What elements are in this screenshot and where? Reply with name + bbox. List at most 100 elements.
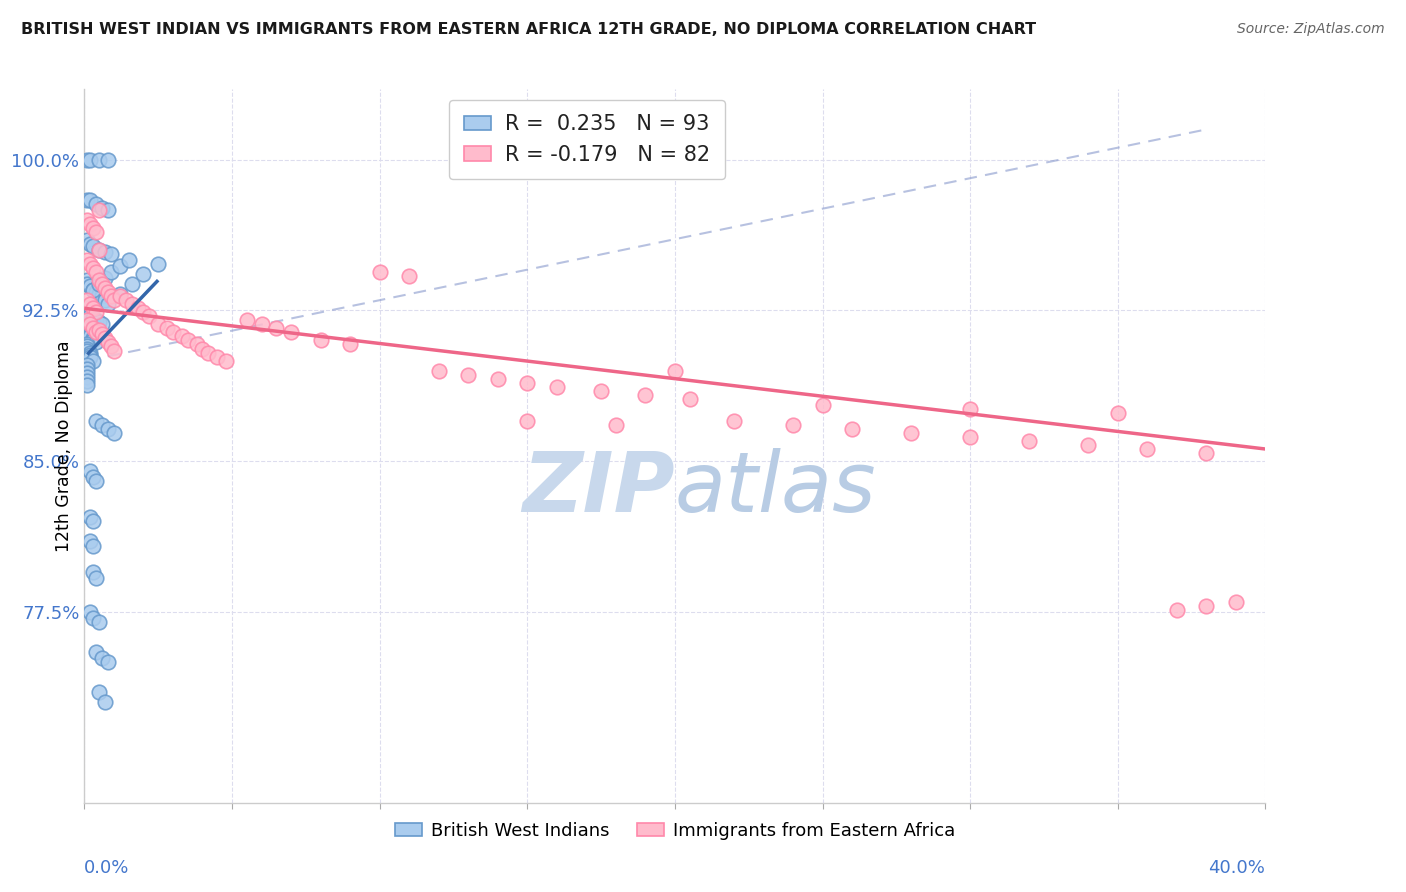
Point — [91, 201, 114, 215]
Point — [82, 220, 104, 235]
Point — [100, 265, 122, 279]
Point — [79, 193, 101, 207]
Point — [94, 331, 117, 345]
Point — [79, 257, 101, 271]
Point — [79, 279, 101, 293]
Point — [841, 422, 863, 436]
Point — [79, 217, 101, 231]
Point — [79, 318, 101, 332]
Point — [84, 645, 107, 659]
Point — [82, 611, 104, 625]
Point — [79, 329, 101, 343]
Point — [91, 277, 114, 292]
Point — [76, 305, 98, 319]
Point — [959, 401, 981, 416]
Text: 40.0%: 40.0% — [1209, 859, 1265, 877]
Point — [84, 571, 107, 585]
Point — [76, 153, 98, 167]
Point — [82, 311, 104, 326]
Point — [82, 470, 104, 484]
Text: atlas: atlas — [675, 449, 876, 529]
Point — [82, 331, 104, 345]
Point — [76, 321, 98, 335]
Point — [82, 283, 104, 297]
Point — [100, 339, 122, 353]
Point — [94, 245, 117, 260]
Point — [1195, 599, 1218, 613]
Point — [79, 297, 101, 311]
Point — [100, 289, 122, 303]
Point — [76, 193, 98, 207]
Point — [94, 281, 117, 295]
Point — [457, 368, 479, 382]
Point — [76, 301, 98, 316]
Point — [82, 539, 104, 553]
Point — [79, 350, 101, 364]
Point — [84, 326, 107, 340]
Point — [76, 233, 98, 247]
Point — [87, 685, 111, 699]
Point — [121, 277, 143, 292]
Point — [87, 273, 111, 287]
Point — [664, 363, 686, 377]
Point — [97, 285, 120, 300]
Text: BRITISH WEST INDIAN VS IMMIGRANTS FROM EASTERN AFRICA 12TH GRADE, NO DIPLOMA COR: BRITISH WEST INDIAN VS IMMIGRANTS FROM E… — [21, 22, 1036, 37]
Point — [79, 464, 101, 478]
Point — [170, 329, 193, 343]
Y-axis label: 12th Grade, No Diploma: 12th Grade, No Diploma — [55, 340, 73, 552]
Point — [94, 695, 117, 709]
Point — [1136, 442, 1159, 456]
Point — [97, 297, 120, 311]
Point — [76, 343, 98, 358]
Point — [76, 366, 98, 380]
Point — [97, 202, 120, 217]
Point — [811, 398, 834, 412]
Point — [84, 414, 107, 428]
Point — [91, 318, 114, 332]
Point — [76, 342, 98, 356]
Text: 0.0%: 0.0% — [84, 859, 129, 877]
Point — [79, 510, 101, 524]
Point — [76, 277, 98, 292]
Point — [76, 273, 98, 287]
Legend: British West Indians, Immigrants from Eastern Africa: British West Indians, Immigrants from Ea… — [388, 815, 962, 847]
Point — [215, 353, 238, 368]
Point — [108, 287, 131, 301]
Point — [368, 265, 391, 279]
Point — [76, 377, 98, 392]
Point — [156, 321, 179, 335]
Point — [87, 615, 111, 629]
Point — [103, 293, 125, 308]
Point — [79, 534, 101, 549]
Point — [82, 261, 104, 276]
Point — [94, 293, 117, 308]
Point — [516, 376, 538, 390]
Point — [82, 334, 104, 348]
Point — [97, 655, 120, 669]
Point — [162, 326, 184, 340]
Point — [148, 318, 170, 332]
Point — [250, 318, 273, 332]
Point — [79, 345, 101, 359]
Point — [87, 287, 111, 301]
Point — [87, 153, 111, 167]
Point — [486, 372, 509, 386]
Point — [82, 321, 104, 335]
Point — [132, 267, 155, 281]
Point — [900, 425, 922, 440]
Point — [605, 417, 627, 432]
Point — [79, 347, 101, 361]
Point — [309, 334, 332, 348]
Point — [87, 243, 111, 257]
Point — [634, 388, 657, 402]
Point — [236, 313, 259, 327]
Point — [97, 335, 120, 350]
Point — [82, 565, 104, 579]
Point — [84, 474, 107, 488]
Point — [76, 253, 98, 268]
Point — [266, 321, 288, 335]
Point — [76, 326, 98, 340]
Point — [76, 374, 98, 388]
Point — [546, 380, 568, 394]
Point — [76, 339, 98, 353]
